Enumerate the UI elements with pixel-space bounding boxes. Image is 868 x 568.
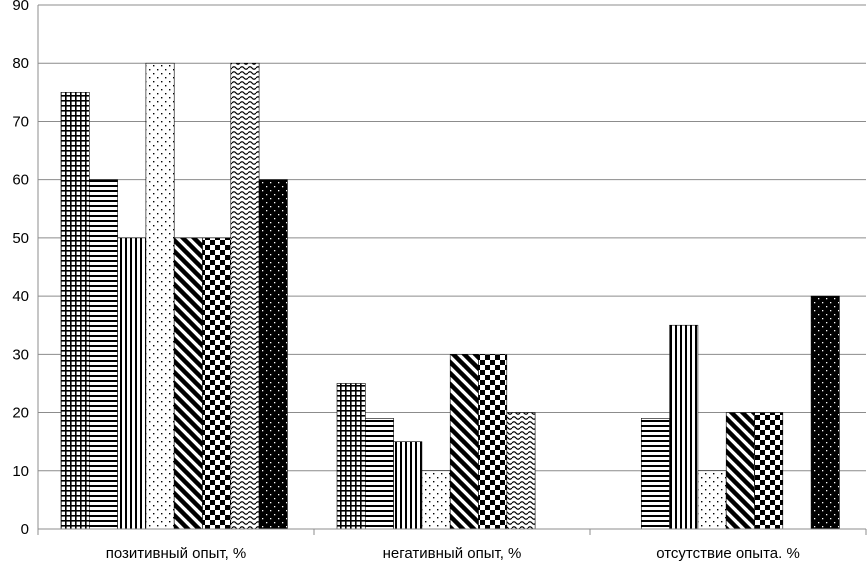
- bar: [754, 412, 784, 530]
- y-tick-label: 70: [12, 113, 29, 130]
- bar: [810, 295, 840, 530]
- y-tick-label: 80: [12, 55, 29, 72]
- bar: [478, 354, 508, 530]
- y-tick-label: 50: [12, 230, 29, 247]
- bar: [697, 470, 727, 530]
- x-category-label: отсутствие опыта. %: [656, 545, 800, 562]
- bar: [230, 62, 260, 530]
- bar: [89, 179, 118, 530]
- bar: [421, 470, 451, 530]
- bar: [336, 383, 366, 530]
- axes: [37, 5, 867, 535]
- y-tick-label: 20: [12, 405, 29, 422]
- y-tick-label: 10: [12, 463, 29, 480]
- bar: [258, 179, 288, 530]
- bars: [60, 62, 840, 530]
- bar: [145, 62, 175, 530]
- bar: [173, 237, 203, 530]
- bar: [60, 92, 90, 530]
- y-tick-label: 40: [12, 288, 29, 305]
- bar: [725, 412, 755, 530]
- y-tick-label: 90: [12, 0, 29, 14]
- x-category-label: негативный опыт, %: [383, 545, 522, 562]
- bar: [364, 418, 394, 530]
- bar: [449, 354, 479, 530]
- bar: [117, 237, 147, 530]
- bar: [393, 441, 423, 530]
- bar: [202, 237, 232, 530]
- axis-labels: 0 10 20 30 40 50 60 70 80 90 позитивный опыт, % нег…: [12, 0, 799, 562]
- y-tick-label: 0: [21, 521, 29, 538]
- bar: [669, 324, 699, 530]
- x-category-label: позитивный опыт, %: [106, 545, 247, 562]
- y-tick-label: 30: [12, 346, 29, 363]
- bar: [506, 412, 536, 530]
- bar: [640, 418, 670, 530]
- y-tick-label: 60: [12, 172, 29, 189]
